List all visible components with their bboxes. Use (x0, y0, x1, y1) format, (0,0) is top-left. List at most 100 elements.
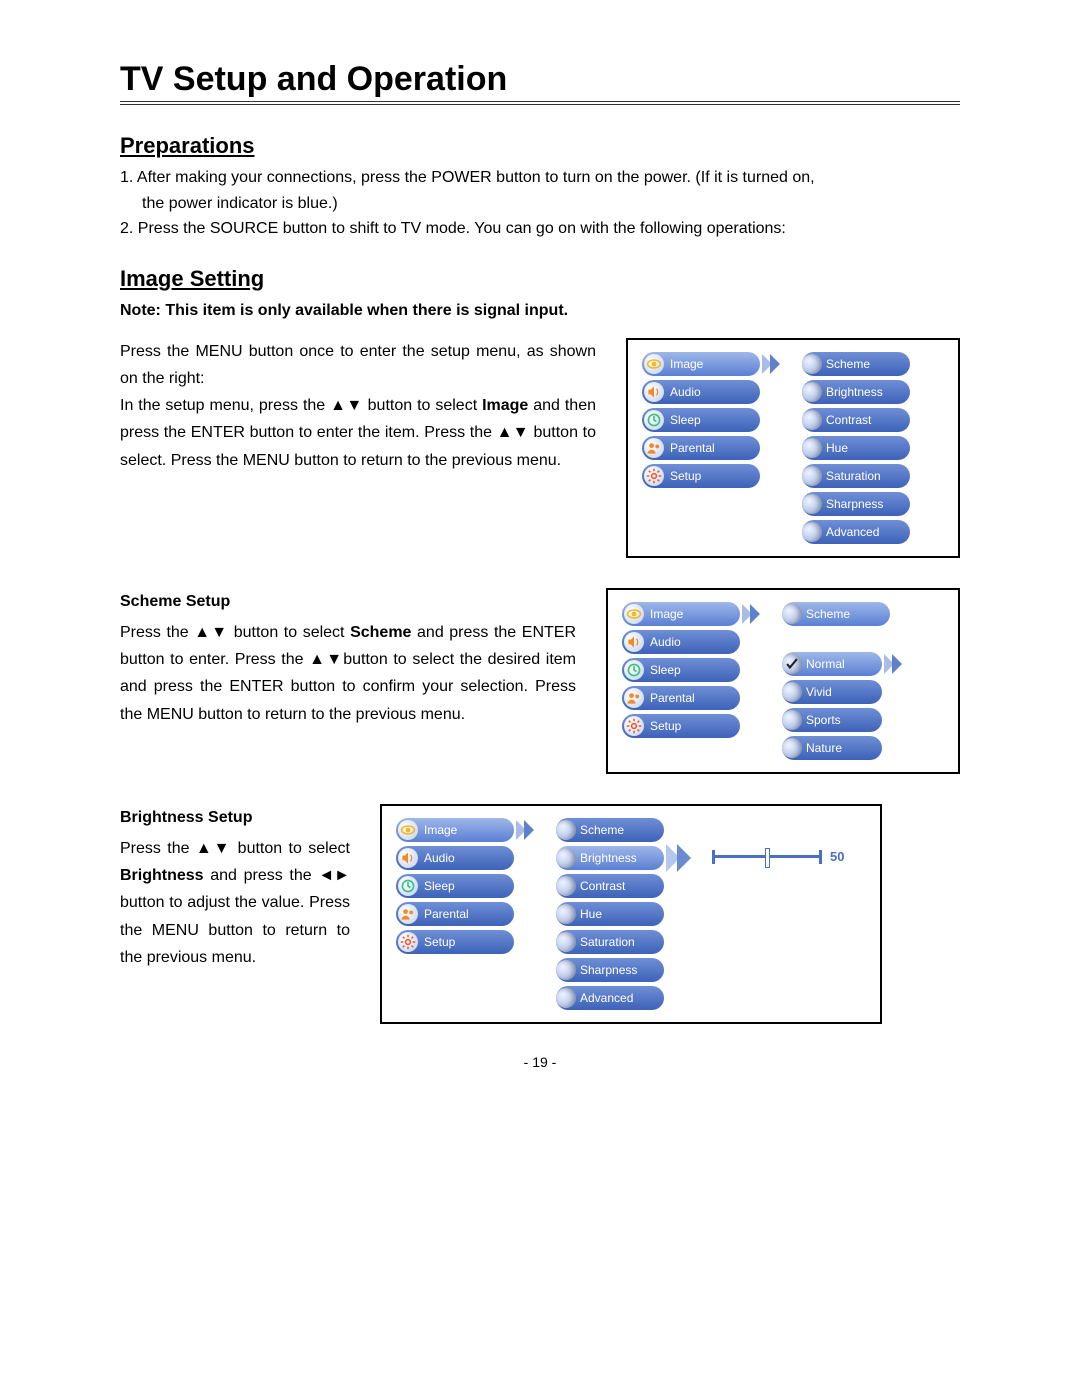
prep-item-1b: the power indicator is blue.) (120, 191, 960, 217)
sub-menu-label: Contrast (826, 413, 871, 427)
sub-menu-label: Advanced (826, 525, 879, 539)
main-menu-item-parental[interactable]: Parental (622, 686, 740, 710)
sub-menu-item-saturation[interactable]: Saturation (556, 930, 664, 954)
sub-menu-item-hue[interactable]: Hue (802, 436, 910, 460)
brightness-setup-row: Brightness Setup Press the ▲▼ button to … (120, 804, 960, 1024)
option-item-sports[interactable]: Sports (782, 708, 882, 732)
prep-item-2: 2. Press the SOURCE button to shift to T… (120, 220, 786, 237)
option-label: Sports (806, 713, 841, 727)
main-menu-item-image[interactable]: Image (622, 602, 740, 626)
pill-notch-icon (556, 932, 576, 952)
sub-menu-item-sharpness[interactable]: Sharpness (556, 958, 664, 982)
scheme-setup-row: Scheme Setup Press the ▲▼ button to sele… (120, 588, 960, 774)
main-menu-label: Parental (650, 691, 695, 705)
sub-menu-item-contrast[interactable]: Contrast (802, 408, 910, 432)
pill-notch-icon (556, 904, 576, 924)
main-menu-item-parental[interactable]: Parental (642, 436, 760, 460)
sub-menu-label: Saturation (826, 469, 881, 483)
selection-chevron-icon (742, 602, 758, 626)
figure-2: Image Audio Sleep Parental Setup Scheme Norma… (606, 588, 960, 774)
main-menu-item-audio[interactable]: Audio (642, 380, 760, 404)
people-icon (624, 688, 644, 708)
brightness-slider[interactable]: 50 (712, 846, 844, 868)
gear-icon (398, 932, 418, 952)
sub-menu-item-brightness[interactable]: Brightness (802, 380, 910, 404)
option-label: Vivid (806, 685, 832, 699)
sub-menu-label: Hue (580, 907, 602, 921)
sub-menu-label: Sharpness (580, 963, 637, 977)
option-item-vivid[interactable]: Vivid (782, 680, 882, 704)
gear-icon (644, 466, 664, 486)
main-menu-label: Setup (424, 935, 455, 949)
sub-menu-label: Scheme (806, 607, 850, 621)
image-setting-intro: Press the MENU button once to enter the … (120, 338, 596, 474)
option-item-normal[interactable]: Normal (782, 652, 882, 676)
main-menu-item-sleep[interactable]: Sleep (642, 408, 760, 432)
scheme-setup-text: Press the ▲▼ button to select Scheme and… (120, 619, 576, 728)
sub-menu-item-scheme[interactable]: Scheme (802, 352, 910, 376)
sub-menu-item-contrast[interactable]: Contrast (556, 874, 664, 898)
fig3-sub-menu: Scheme Brightness Contrast Hue Saturation Sha… (556, 818, 688, 1010)
image-setting-heading: Image Setting (120, 266, 960, 292)
option-label: Normal (806, 657, 845, 671)
clock-icon (398, 876, 418, 896)
option-label: Nature (806, 741, 842, 755)
main-menu-item-image[interactable]: Image (396, 818, 514, 842)
selection-chevron-icon (884, 652, 900, 676)
main-menu-label: Audio (424, 851, 455, 865)
sub-menu-label: Contrast (580, 879, 625, 893)
figure-1: Image Audio Sleep Parental Setup Scheme Brigh… (626, 338, 960, 558)
slider-thumb[interactable] (765, 848, 770, 868)
sub-menu-item-advanced[interactable]: Advanced (556, 986, 664, 1010)
main-menu-label: Audio (650, 635, 681, 649)
fig2-main-menu: Image Audio Sleep Parental Setup (622, 602, 758, 738)
main-menu-item-setup[interactable]: Setup (396, 930, 514, 954)
main-menu-item-sleep[interactable]: Sleep (622, 658, 740, 682)
main-menu-item-audio[interactable]: Audio (396, 846, 514, 870)
sub-menu-item-hue[interactable]: Hue (556, 902, 664, 926)
sub-menu-item-sharpness[interactable]: Sharpness (802, 492, 910, 516)
sub-menu-label: Sharpness (826, 497, 883, 511)
main-menu-item-sleep[interactable]: Sleep (396, 874, 514, 898)
menu-box-1: Image Audio Sleep Parental Setup Scheme Brigh… (626, 338, 960, 558)
gear-icon (624, 716, 644, 736)
main-menu-item-setup[interactable]: Setup (642, 464, 760, 488)
pill-notch-icon (802, 438, 822, 458)
sub-menu-item-brightness[interactable]: Brightness (556, 846, 664, 870)
option-item-nature[interactable]: Nature (782, 736, 882, 760)
sub-menu-item-scheme[interactable]: Scheme (782, 602, 890, 626)
main-menu-label: Setup (650, 719, 681, 733)
main-menu-label: Parental (670, 441, 715, 455)
pill-notch-icon (556, 876, 576, 896)
main-menu-label: Sleep (670, 413, 701, 427)
slider-value: 50 (830, 849, 844, 864)
pill-notch-icon (782, 738, 802, 758)
pill-notch-icon (802, 382, 822, 402)
pill-notch-icon (802, 410, 822, 430)
main-menu-label: Sleep (424, 879, 455, 893)
main-menu-label: Sleep (650, 663, 681, 677)
main-menu-label: Setup (670, 469, 701, 483)
figure-3: Image Audio Sleep Parental Setup Scheme Brigh… (380, 804, 882, 1024)
pill-notch-icon (782, 682, 802, 702)
people-icon (644, 438, 664, 458)
main-menu-item-audio[interactable]: Audio (622, 630, 740, 654)
people-icon (398, 904, 418, 924)
pill-notch-icon (802, 466, 822, 486)
main-menu-item-setup[interactable]: Setup (622, 714, 740, 738)
fig1-main-menu: Image Audio Sleep Parental Setup (642, 352, 778, 488)
main-menu-item-image[interactable]: Image (642, 352, 760, 376)
main-menu-item-parental[interactable]: Parental (396, 902, 514, 926)
pill-notch-icon (802, 494, 822, 514)
sub-menu-item-saturation[interactable]: Saturation (802, 464, 910, 488)
sub-menu-item-advanced[interactable]: Advanced (802, 520, 910, 544)
fig1-sub-menu: Scheme Brightness Contrast Hue Saturation Sha… (802, 352, 910, 544)
fig3-slider-col: 50 (712, 818, 844, 868)
slider-track[interactable] (712, 846, 822, 868)
sub-menu-label: Saturation (580, 935, 635, 949)
main-menu-label: Audio (670, 385, 701, 399)
brightness-setup-heading: Brightness Setup (120, 804, 350, 831)
menu-box-2: Image Audio Sleep Parental Setup Scheme Norma… (606, 588, 960, 774)
sub-menu-item-scheme[interactable]: Scheme (556, 818, 664, 842)
sub-menu-label: Scheme (826, 357, 870, 371)
